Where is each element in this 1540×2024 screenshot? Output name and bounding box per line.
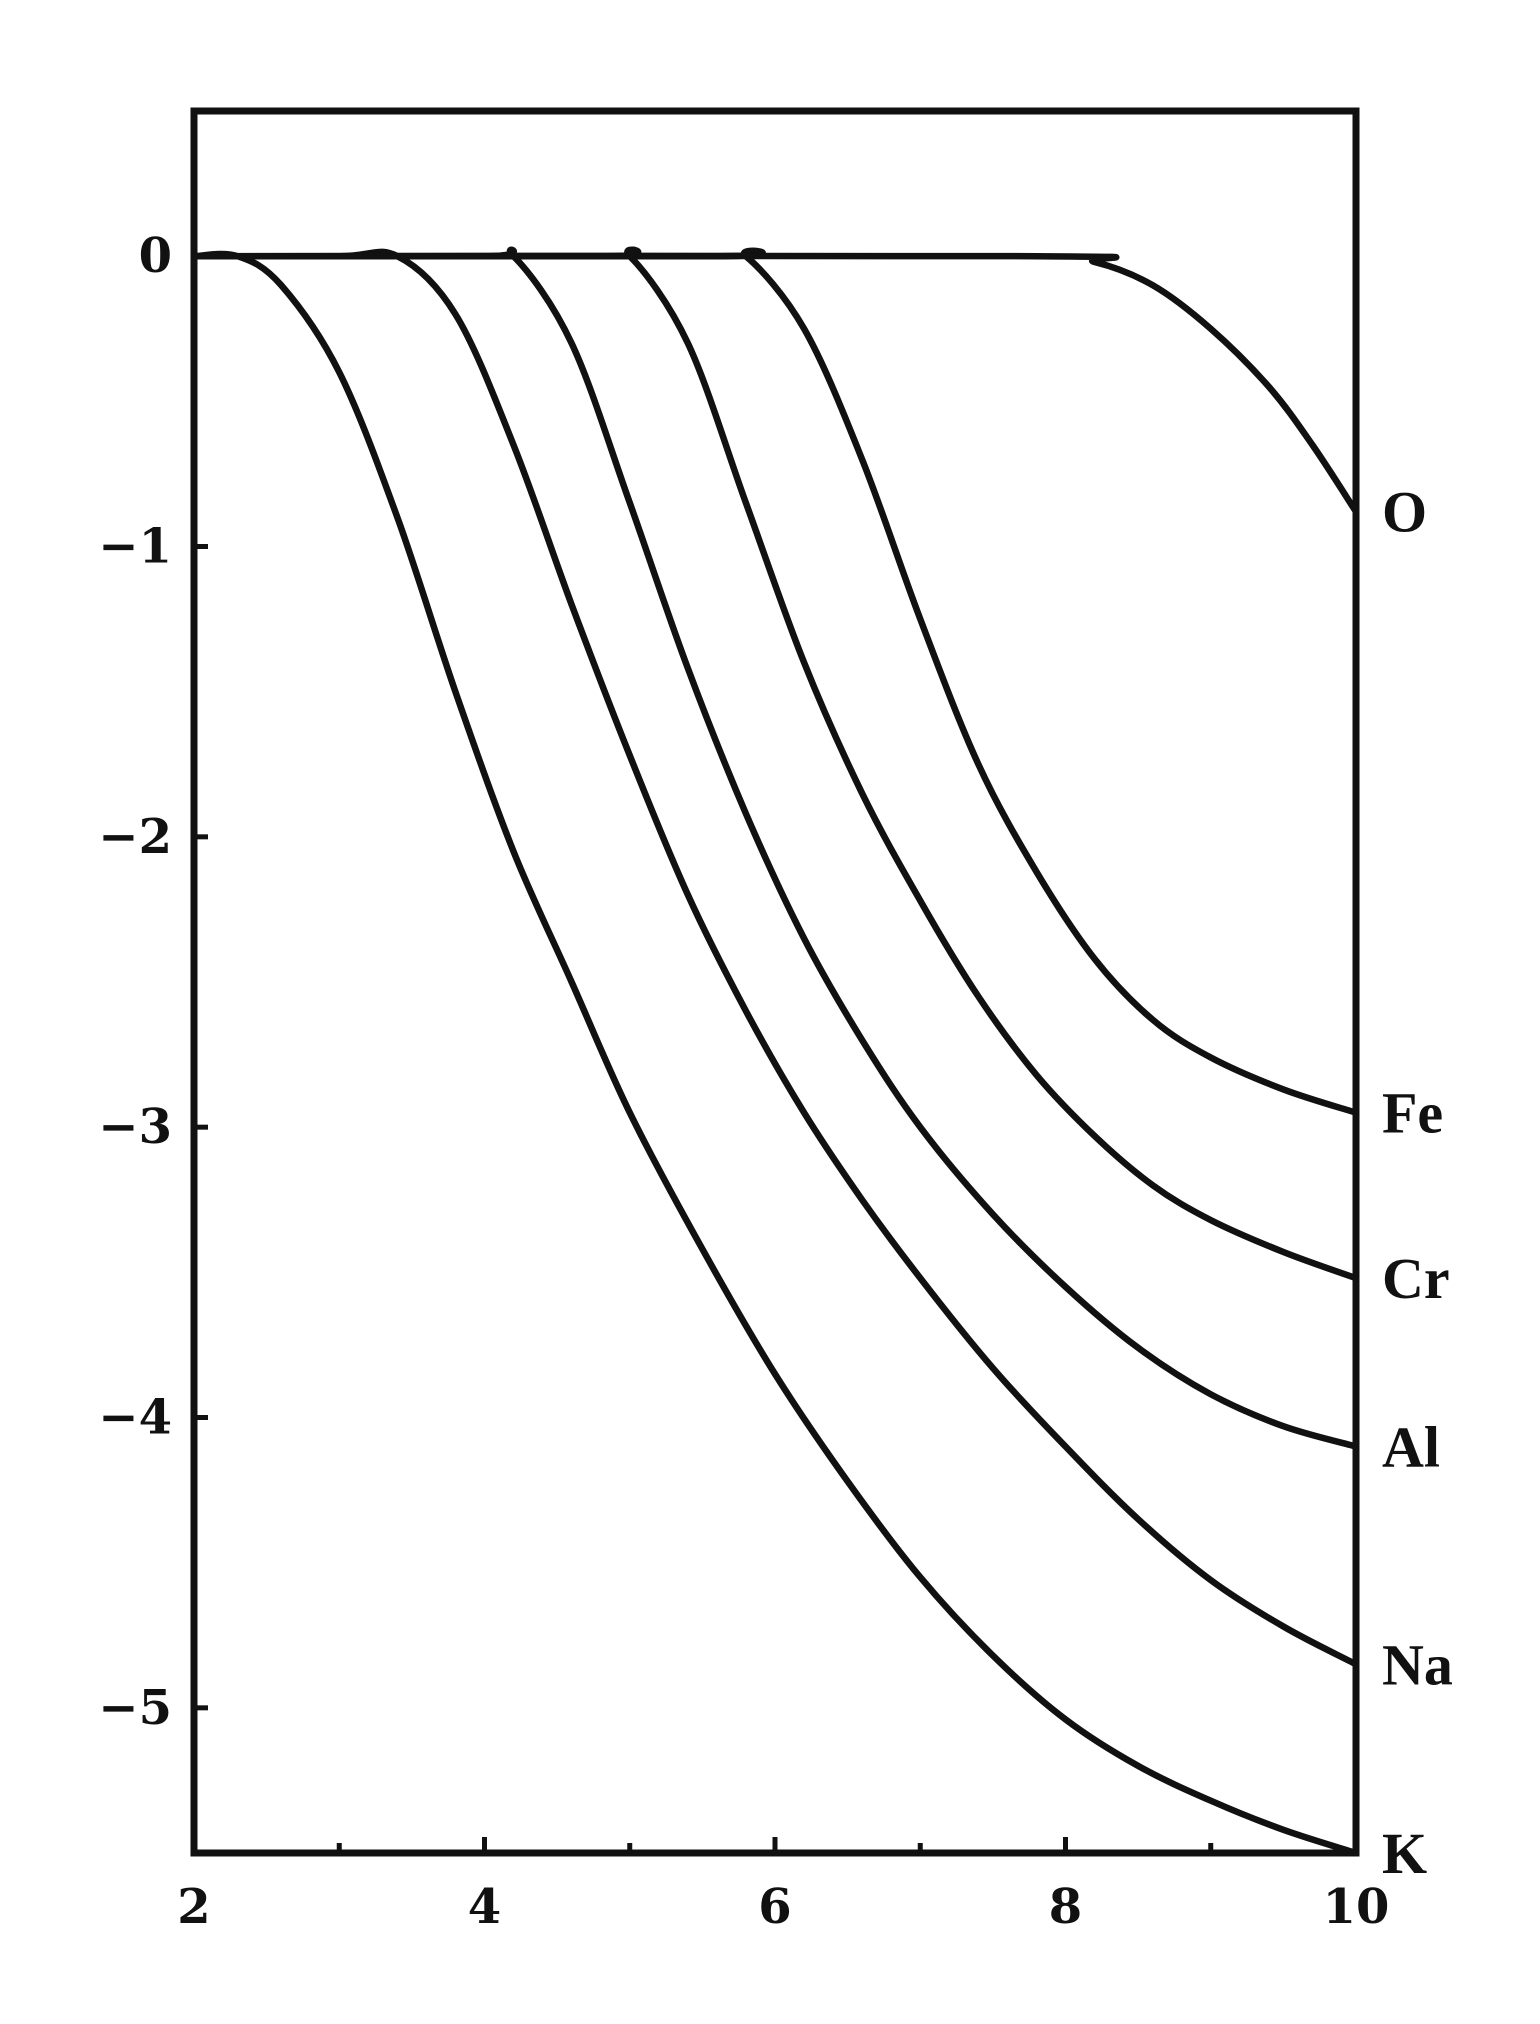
series-label-cr: Cr	[1382, 1246, 1450, 1311]
series-curves	[190, 246, 1360, 1857]
series-label-o: O	[1382, 480, 1427, 545]
series-label-na: Na	[1382, 1632, 1453, 1697]
y-tick-label--3: −3	[98, 1099, 172, 1155]
series-line-o	[190, 252, 1360, 515]
plot-frame	[190, 107, 1360, 1857]
series-line-cr	[190, 246, 1360, 1282]
y-tick-label-0: 0	[139, 228, 172, 284]
x-axis-ticks: 2 4 6 8 10	[177, 1837, 1389, 1935]
x-tick-label-4: 4	[468, 1879, 501, 1935]
y-tick-label--4: −4	[98, 1390, 172, 1446]
y-tick-label--1: −1	[98, 519, 172, 575]
series-line-al	[190, 246, 1360, 1450]
series-line-na	[190, 248, 1360, 1668]
y-tick-label--2: −2	[98, 809, 172, 865]
series-label-al: Al	[1382, 1415, 1440, 1480]
y-tick-label--5: −5	[98, 1680, 172, 1736]
x-tick-label-8: 8	[1049, 1879, 1082, 1935]
series-labels: K Na Al Cr Fe O	[1382, 480, 1453, 1886]
series-line-fe	[190, 247, 1360, 1116]
x-tick-label-2: 2	[177, 1879, 210, 1935]
x-tick-label-6: 6	[758, 1879, 791, 1935]
x-tick-label-10: 10	[1323, 1879, 1390, 1935]
series-line-k	[190, 250, 1360, 1857]
series-label-fe: Fe	[1382, 1081, 1443, 1146]
series-label-k: K	[1382, 1821, 1427, 1886]
